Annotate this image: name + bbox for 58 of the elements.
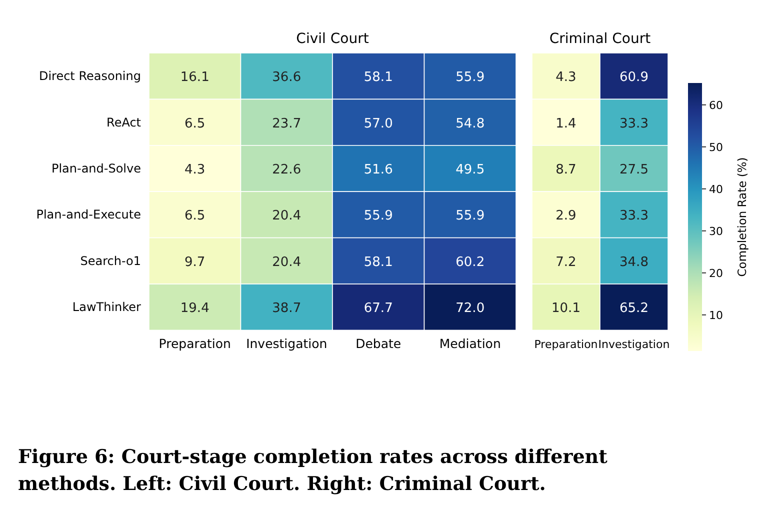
x-tick-label: Mediation <box>439 336 501 352</box>
data-label: 22.6 <box>272 162 302 178</box>
color-bar-label: 50 <box>709 140 723 154</box>
data-label: 49.5 <box>456 162 485 178</box>
data-label: 33.3 <box>620 116 648 132</box>
color-bar-label: 30 <box>709 224 723 238</box>
y-tick-label: Plan-and-Solve <box>51 162 141 176</box>
data-label: 55.9 <box>364 208 393 224</box>
data-label: 58.1 <box>364 70 393 86</box>
chart-title: Civil Court <box>296 31 370 47</box>
data-label: 4.3 <box>184 162 206 178</box>
x-tick-label: Investigation <box>246 336 328 352</box>
data-label: 72.0 <box>456 301 485 316</box>
data-label: 58.1 <box>364 254 393 270</box>
data-label: 20.4 <box>272 254 302 270</box>
data-label: 6.5 <box>184 116 206 132</box>
data-label: 65.2 <box>620 301 648 316</box>
data-label: 10.1 <box>552 301 580 316</box>
data-label: 9.7 <box>184 254 206 270</box>
y-tick-label: LawThinker <box>72 300 142 314</box>
x-tick-label: Preparation <box>534 338 598 352</box>
data-label: 33.3 <box>620 208 648 224</box>
color-bar-label: 40 <box>709 182 723 196</box>
data-label: 16.1 <box>180 70 210 86</box>
data-label: 23.7 <box>272 116 302 132</box>
data-label: 19.4 <box>180 301 210 316</box>
data-label: 34.8 <box>620 254 648 270</box>
y-tick-label: Plan-and-Execute <box>36 208 141 222</box>
data-label: 2.9 <box>556 208 576 224</box>
data-label: 57.0 <box>364 116 393 132</box>
data-label: 6.5 <box>184 208 206 224</box>
data-label: 27.5 <box>620 162 648 178</box>
data-label: 55.9 <box>456 208 485 224</box>
color-bar-label: 20 <box>709 266 723 280</box>
x-tick-label: Debate <box>356 336 402 352</box>
chart-title: Criminal Court <box>549 31 652 47</box>
data-label: 38.7 <box>272 301 302 316</box>
data-label: 7.2 <box>556 254 576 270</box>
data-label: 67.7 <box>364 301 393 316</box>
data-label: 4.3 <box>556 70 576 86</box>
y-tick-label: Search-o1 <box>80 254 141 268</box>
data-label: 55.9 <box>456 70 485 86</box>
data-label: 36.6 <box>272 70 302 86</box>
data-label: 20.4 <box>272 208 302 224</box>
y-tick-label: Direct Reasoning <box>38 69 141 84</box>
caption: Figure 6: Court-stage completion rates across different methods. Left: Civil Court. Right: Criminal Court. <box>18 446 608 495</box>
data-label: 60.2 <box>456 254 485 270</box>
color-bar-title: Completion Rate (%) <box>735 157 749 277</box>
data-label: 8.7 <box>556 162 576 178</box>
data-label: 1.4 <box>556 116 576 132</box>
x-tick-label: Preparation <box>158 336 231 352</box>
data-label: 60.9 <box>620 70 648 86</box>
color-bar-label: 60 <box>709 98 723 112</box>
y-tick-label: ReAct <box>106 115 142 130</box>
data-label: 54.8 <box>456 116 485 132</box>
x-tick-label: Investigation <box>598 338 670 352</box>
color-bar-label: 10 <box>709 308 723 322</box>
data-label: 51.6 <box>364 162 393 178</box>
